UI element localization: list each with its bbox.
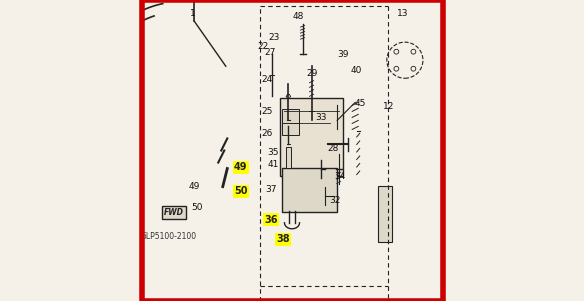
Text: 34: 34 <box>334 172 345 181</box>
Text: 50: 50 <box>234 186 248 196</box>
Text: 40: 40 <box>351 66 363 75</box>
Text: 49: 49 <box>234 162 248 172</box>
FancyBboxPatch shape <box>162 206 186 219</box>
FancyBboxPatch shape <box>282 168 336 212</box>
Text: 33: 33 <box>315 113 326 122</box>
FancyBboxPatch shape <box>378 186 392 242</box>
Text: 49: 49 <box>189 182 200 191</box>
FancyBboxPatch shape <box>283 109 298 123</box>
FancyBboxPatch shape <box>283 121 298 135</box>
Text: 24: 24 <box>262 75 273 84</box>
Text: FWD: FWD <box>164 208 184 217</box>
Text: 25: 25 <box>262 107 273 116</box>
FancyBboxPatch shape <box>280 98 343 176</box>
Text: 38: 38 <box>276 234 290 244</box>
Text: 50: 50 <box>192 203 203 212</box>
Text: 32: 32 <box>329 196 340 205</box>
Text: 23: 23 <box>268 33 280 42</box>
Text: 27: 27 <box>265 48 276 57</box>
Text: 28: 28 <box>328 144 339 154</box>
Text: 13: 13 <box>397 9 409 18</box>
FancyBboxPatch shape <box>286 147 291 168</box>
Text: 26: 26 <box>262 129 273 138</box>
Text: 35: 35 <box>267 147 279 157</box>
Text: 1: 1 <box>190 9 196 18</box>
Text: 41: 41 <box>267 160 279 169</box>
Text: 36: 36 <box>264 215 277 225</box>
Text: 5LP5100-2100: 5LP5100-2100 <box>141 232 196 241</box>
Text: 48: 48 <box>293 12 304 21</box>
Text: 45: 45 <box>355 99 366 108</box>
Text: 37: 37 <box>265 185 277 194</box>
Text: 22: 22 <box>258 42 269 51</box>
Text: 12: 12 <box>383 102 395 111</box>
Text: 29: 29 <box>307 69 318 78</box>
Text: 39: 39 <box>337 50 348 59</box>
